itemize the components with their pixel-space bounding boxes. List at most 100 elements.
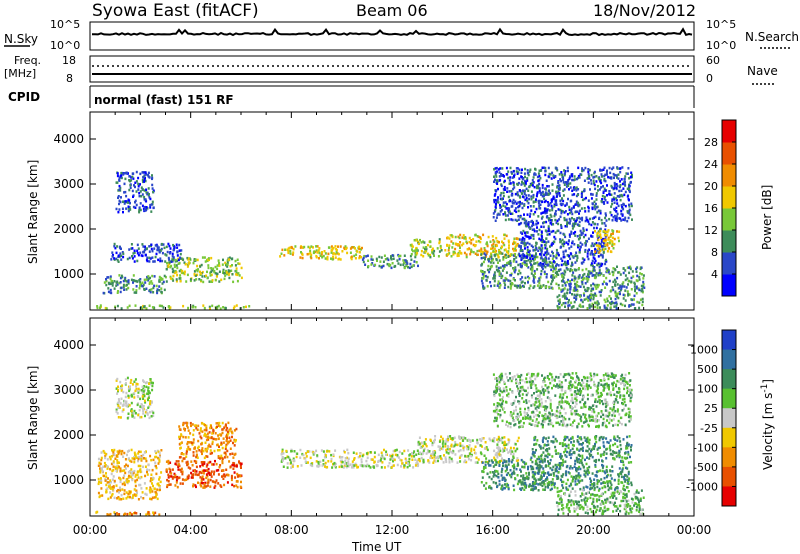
echo-cell	[529, 227, 532, 230]
echo-cell	[150, 473, 153, 476]
echo-cell	[587, 257, 590, 261]
echo-cell	[534, 200, 537, 203]
echo-cell	[100, 477, 102, 480]
echo-cell	[496, 438, 499, 441]
echo-cell	[379, 260, 382, 263]
echo-cell	[495, 236, 498, 240]
echo-cell	[536, 175, 539, 179]
echo-cell	[138, 287, 141, 290]
echo-cell	[135, 512, 138, 515]
echo-cell	[109, 491, 112, 494]
echo-cell	[532, 193, 535, 197]
echo-cell	[502, 450, 505, 453]
echo-cell	[493, 437, 496, 440]
echo-cell	[114, 305, 117, 309]
echo-cell	[602, 191, 605, 194]
echo-cell	[137, 476, 140, 479]
echo-cell	[158, 304, 161, 307]
echo-cell	[623, 177, 626, 181]
echo-cell	[199, 465, 202, 468]
echo-cell	[195, 470, 198, 473]
echo-cell	[161, 251, 164, 255]
echo-cell	[531, 182, 534, 185]
echo-cell	[120, 389, 123, 392]
echo-cell	[232, 464, 235, 467]
echo-cell	[606, 242, 609, 246]
echo-cell	[576, 235, 579, 238]
echo-cell	[532, 223, 535, 226]
echo-cell	[513, 257, 516, 261]
echo-cell	[522, 465, 525, 469]
echo-cell	[541, 186, 544, 190]
echo-cell	[509, 259, 512, 263]
echo-cell	[422, 458, 425, 462]
echo-cell	[591, 269, 594, 273]
echo-cell	[533, 269, 536, 273]
echo-cell	[138, 194, 141, 198]
echo-cell	[154, 495, 157, 499]
echo-cell	[132, 471, 135, 475]
echo-cell	[486, 250, 489, 253]
echo-cell	[439, 448, 441, 452]
echo-cell	[223, 474, 226, 477]
echo-cell	[573, 188, 576, 191]
echo-cell	[149, 454, 152, 458]
echo-cell	[248, 305, 251, 308]
echo-cell	[577, 176, 579, 180]
echo-cell	[121, 387, 123, 390]
echo-cell	[555, 201, 558, 204]
echo-cell	[576, 307, 579, 311]
echo-cell	[627, 294, 630, 297]
echo-cell	[597, 262, 600, 265]
echo-cell	[234, 476, 237, 479]
echo-cell	[592, 179, 595, 182]
echo-cell	[627, 216, 630, 220]
echo-cell	[458, 249, 461, 253]
echo-cell	[614, 268, 617, 272]
echo-cell	[457, 243, 460, 246]
echo-cell	[517, 436, 520, 440]
echo-cell	[470, 447, 473, 451]
echo-cell	[542, 239, 544, 242]
echo-cell	[537, 201, 540, 205]
echo-cell	[103, 461, 106, 465]
echo-cell	[563, 218, 566, 222]
echo-cell	[113, 511, 116, 514]
echo-cell	[139, 464, 142, 468]
echo-cell	[403, 266, 406, 270]
echo-cell	[571, 261, 573, 265]
echo-cell	[227, 421, 230, 425]
echo-cell	[514, 253, 517, 256]
echo-cell	[203, 428, 206, 432]
echo-cell	[412, 452, 415, 455]
echo-cell	[506, 448, 508, 451]
echo-cell	[628, 185, 630, 189]
echo-cell	[629, 265, 632, 268]
echo-cell	[537, 233, 540, 236]
echo-cell	[538, 182, 541, 186]
echo-cell	[152, 206, 155, 209]
echo-cell	[235, 267, 238, 270]
echo-cell	[490, 259, 493, 262]
echo-cell	[559, 199, 562, 202]
echo-cell	[447, 452, 450, 455]
echo-cell	[173, 472, 176, 476]
echo-cell	[582, 285, 585, 289]
echo-cell	[509, 446, 512, 450]
echo-cell	[187, 445, 190, 449]
echo-cell	[606, 250, 609, 253]
echo-cell	[147, 187, 150, 190]
echo-cell	[559, 215, 562, 218]
echo-cell	[553, 176, 556, 179]
echo-cell	[569, 288, 572, 291]
echo-cell	[105, 483, 108, 487]
echo-cell	[599, 230, 602, 233]
echo-cell	[561, 272, 564, 275]
echo-cell	[191, 464, 194, 467]
echo-cell	[499, 272, 502, 275]
echo-cell	[318, 247, 321, 250]
echo-cell	[147, 277, 150, 281]
echo-cell	[594, 274, 597, 277]
freq-tick-top: 18	[62, 54, 76, 67]
echo-cell	[554, 210, 557, 213]
